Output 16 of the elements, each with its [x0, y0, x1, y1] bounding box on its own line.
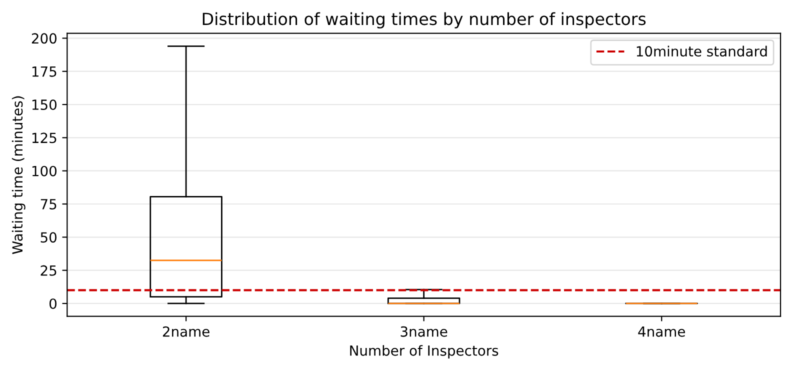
y-tick-label: 100 — [32, 166, 57, 176]
x-tick-label: 2name — [162, 326, 210, 337]
legend-label: 10minute standard — [636, 46, 767, 57]
y-tick-label: 50 — [40, 232, 57, 243]
chart-title: Distribution of waiting times by number of inspectors — [202, 12, 646, 28]
y-axis-title: Waiting time (minutes) — [12, 96, 26, 254]
y-tick-label: 175 — [32, 66, 56, 77]
x-tick-label: 3name — [400, 326, 448, 337]
x-axis-title: Number of Inspectors — [350, 345, 498, 359]
y-tick-label: 125 — [32, 132, 56, 144]
y-tick-label: 150 — [32, 99, 57, 110]
x-tick-label: 4name — [638, 326, 685, 337]
y-tick-label: 200 — [32, 33, 57, 44]
y-tick-label: 25 — [40, 265, 56, 276]
y-tick-label: 75 — [40, 199, 56, 210]
y-tick-label: 0 — [50, 298, 57, 309]
